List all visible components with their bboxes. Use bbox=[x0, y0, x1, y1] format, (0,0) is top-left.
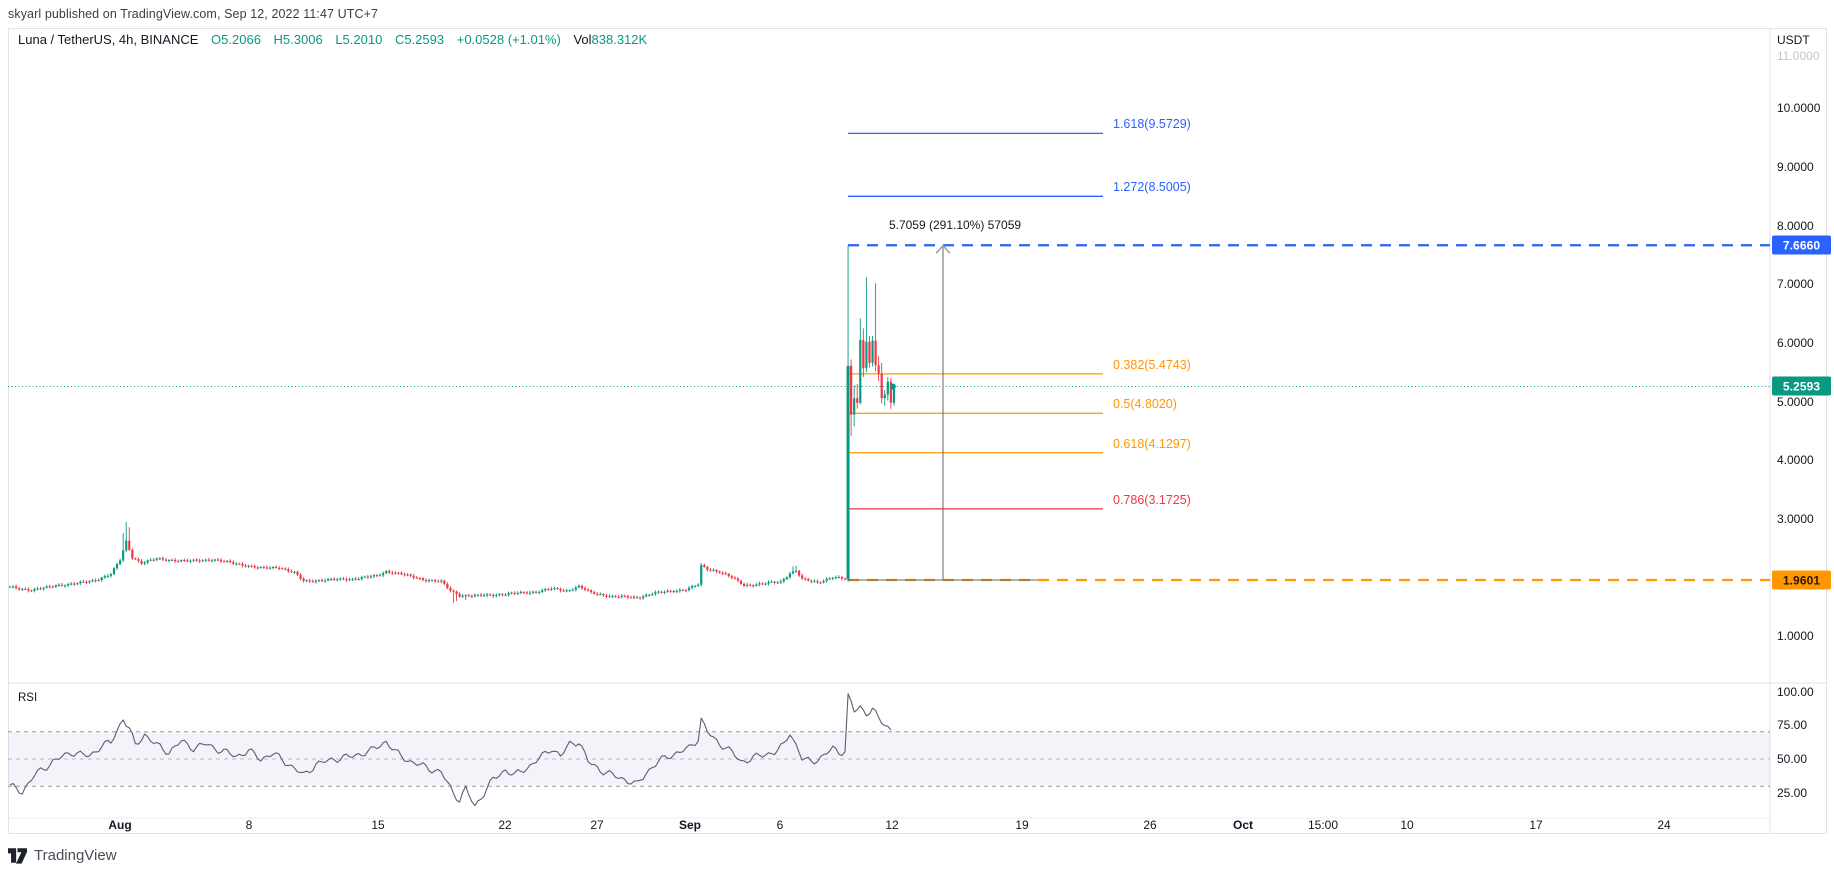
price-axis-currency: USDT bbox=[1777, 33, 1810, 47]
ohlc-low: L5.2010 bbox=[335, 32, 383, 47]
time-tick: 12 bbox=[885, 818, 899, 832]
time-tick: 27 bbox=[590, 818, 604, 832]
rsi-indicator-label[interactable]: RSI bbox=[18, 692, 38, 704]
price-change: +0.0528 (+1.01%) bbox=[456, 32, 561, 47]
tradingview-logo-icon bbox=[8, 848, 27, 864]
ohlc-close: C5.2593 bbox=[394, 32, 445, 47]
time-tick: 8 bbox=[245, 818, 253, 832]
symbol-legend[interactable]: Luna / TetherUS, 4h, BINANCE O5.2066 H5.… bbox=[18, 32, 647, 47]
chart-frame[interactable] bbox=[8, 28, 1827, 834]
fib-level-label: 1.618(9.5729) bbox=[1113, 117, 1191, 132]
price-tick: 11.0000 bbox=[1777, 48, 1820, 63]
price-tick: 3.0000 bbox=[1777, 511, 1814, 526]
rsi-line bbox=[9, 693, 892, 807]
time-tick: 26 bbox=[1143, 818, 1157, 832]
time-tick: 22 bbox=[498, 818, 512, 832]
price-tag: 5.2593 bbox=[1772, 376, 1831, 396]
fib-level-label: 0.382(5.4743) bbox=[1113, 357, 1191, 372]
published-info: skyarl published on TradingView.com, Sep… bbox=[8, 0, 378, 27]
time-tick: 19 bbox=[1015, 818, 1029, 832]
fib-level-label: 1.272(8.5005) bbox=[1113, 180, 1191, 195]
price-tick: 1.0000 bbox=[1777, 629, 1814, 644]
symbol-title: Luna / TetherUS, 4h, BINANCE bbox=[18, 32, 199, 47]
time-tick: 10 bbox=[1400, 818, 1414, 832]
time-tick: Aug bbox=[108, 818, 132, 832]
price-tick: 6.0000 bbox=[1777, 335, 1814, 350]
time-tick: Oct bbox=[1232, 818, 1254, 832]
price-tick: 5.0000 bbox=[1777, 394, 1814, 409]
last-price-dot bbox=[889, 383, 896, 390]
volume-label: Vol bbox=[573, 32, 592, 47]
price-tick: 7.0000 bbox=[1777, 277, 1814, 292]
candlestick-series bbox=[8, 245, 896, 603]
fib-level-label: 0.786(3.1725) bbox=[1113, 492, 1191, 507]
time-tick: 15:00 bbox=[1307, 818, 1339, 832]
tradingview-wordmark: TradingView bbox=[34, 847, 117, 864]
price-tag: 7.6660 bbox=[1772, 235, 1831, 255]
price-tick: 8.0000 bbox=[1777, 218, 1814, 233]
time-tick: Sep bbox=[678, 818, 702, 832]
rsi-tick: 100.00 bbox=[1777, 685, 1814, 699]
rsi-tick: 50.00 bbox=[1777, 752, 1808, 766]
tradingview-attribution[interactable]: TradingView bbox=[8, 847, 117, 864]
volume-value: 838.312K bbox=[591, 32, 648, 47]
ohlc-open: O5.2066 bbox=[211, 32, 261, 47]
time-tick: 15 bbox=[371, 818, 385, 832]
ohlc-high: H5.3006 bbox=[273, 32, 323, 47]
time-tick: 24 bbox=[1657, 818, 1671, 832]
published-text: skyarl published on TradingView.com, Sep… bbox=[8, 6, 379, 21]
rsi-tick: 75.00 bbox=[1777, 718, 1808, 732]
measure-arrow-up-icon bbox=[935, 244, 951, 254]
rsi-tick: 25.00 bbox=[1777, 786, 1808, 800]
time-tick: 6 bbox=[776, 818, 784, 832]
price-tag: 1.9601 bbox=[1772, 570, 1831, 590]
price-tick: 9.0000 bbox=[1777, 159, 1814, 174]
rsi-band bbox=[8, 731, 1770, 787]
price-tick: 4.0000 bbox=[1777, 453, 1814, 468]
fib-level-label: 0.5(4.8020) bbox=[1113, 397, 1177, 412]
price-tick: 10.0000 bbox=[1777, 101, 1821, 116]
fib-level-label: 0.618(4.1297) bbox=[1113, 436, 1191, 451]
time-tick: 17 bbox=[1529, 818, 1543, 832]
measure-tool-label: 5.7059 (291.10%) 57059 bbox=[888, 218, 1022, 232]
